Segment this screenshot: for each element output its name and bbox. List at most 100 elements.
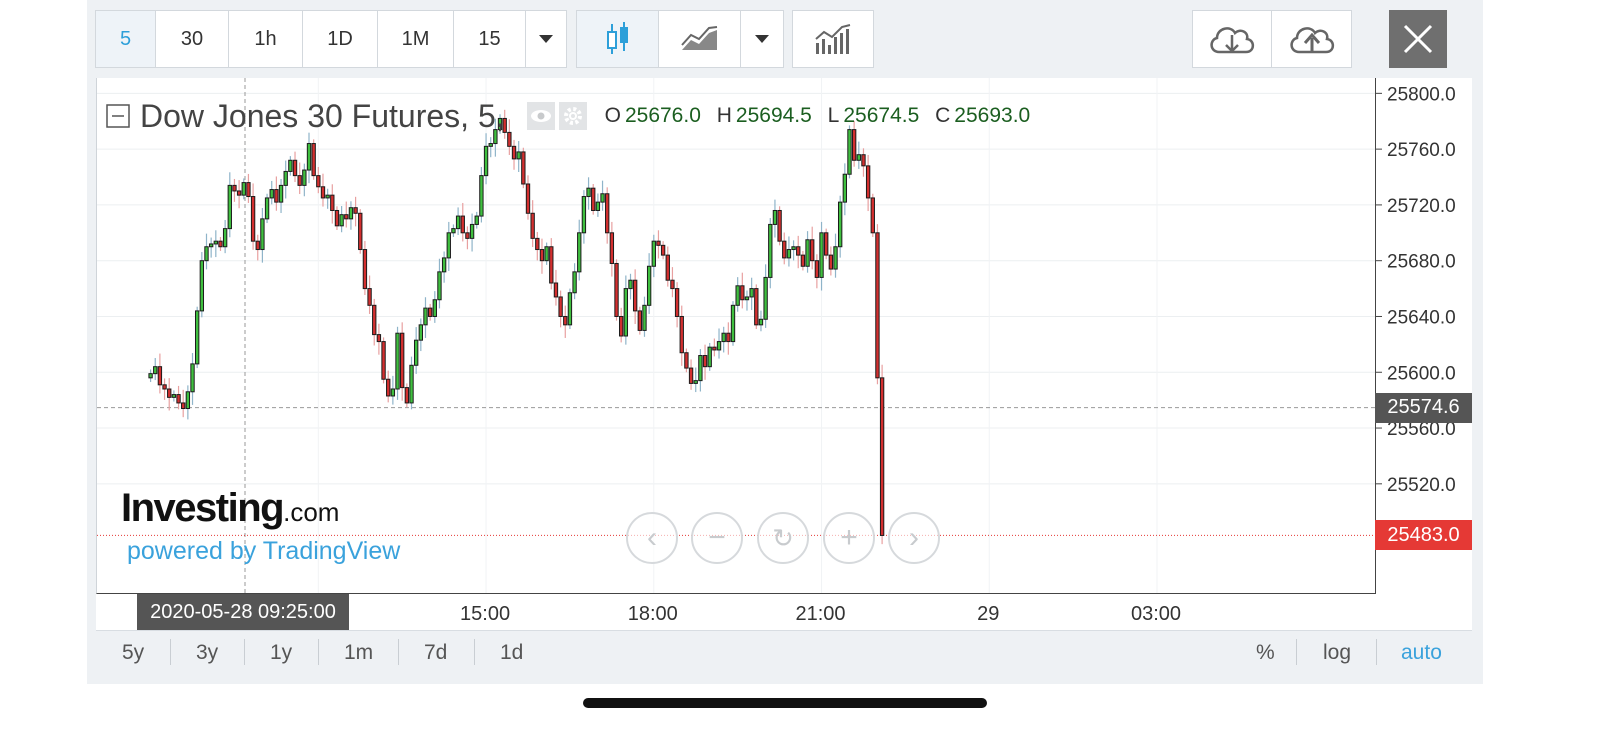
candle-body — [148, 373, 153, 379]
candle — [535, 231, 540, 261]
candle — [810, 226, 815, 270]
candle — [553, 269, 559, 306]
candle — [199, 252, 205, 318]
indicators-button[interactable] — [793, 11, 873, 67]
candle-body — [171, 394, 177, 398]
range-7d-button[interactable]: 7d — [424, 641, 448, 664]
candle-body — [856, 154, 861, 161]
powered-by-tradingview-link[interactable]: powered by TradingView — [127, 537, 401, 565]
candle-body — [530, 212, 535, 239]
candle — [334, 206, 340, 231]
candle-body — [842, 173, 848, 203]
minus-icon: − — [708, 521, 726, 554]
high-value: 25694.5 — [735, 104, 812, 127]
candle-body — [474, 215, 479, 225]
candle — [698, 349, 703, 392]
candle — [763, 264, 768, 328]
candle-body — [674, 288, 680, 317]
log-scale-toggle[interactable]: log — [1323, 641, 1352, 664]
candle-body — [306, 143, 312, 171]
candle-body — [586, 187, 591, 198]
range-1d-button[interactable]: 1d — [500, 641, 524, 664]
candle — [605, 187, 610, 244]
candle-body — [395, 332, 400, 390]
range-1m-button[interactable]: 1m — [344, 641, 374, 664]
candle-body — [754, 288, 759, 326]
interval-5-button[interactable]: 5 — [96, 11, 156, 67]
auto-scale-toggle[interactable]: auto — [1401, 641, 1442, 664]
interval-1d-button[interactable]: 1D — [303, 11, 378, 67]
candle-body — [861, 154, 866, 167]
price-axis[interactable]: 25800.0 25760.0 25720.0 25680.0 25640.0 25600… — [1375, 78, 1472, 594]
candle-body — [740, 285, 745, 301]
range-3y-button[interactable]: 3y — [196, 641, 219, 664]
candle-body — [684, 352, 689, 369]
candle-body — [572, 271, 577, 294]
candle — [861, 148, 866, 177]
candle-body — [707, 346, 712, 368]
range-1y-button[interactable]: 1y — [270, 641, 293, 664]
candle-body — [339, 214, 344, 227]
zoom-in-button[interactable]: + — [823, 512, 875, 564]
candle — [451, 224, 456, 237]
candle — [851, 120, 857, 167]
candle-body — [535, 237, 540, 251]
candles-style-button[interactable] — [577, 11, 659, 67]
visibility-icon[interactable] — [526, 102, 555, 130]
close-label: C — [935, 104, 951, 127]
interval-30-button[interactable]: 30 — [156, 11, 229, 67]
candle-body — [232, 184, 237, 192]
candle-body — [758, 318, 764, 326]
candle — [465, 226, 470, 250]
y-tick-label: 25760.0 — [1387, 140, 1456, 161]
candle-body — [404, 387, 410, 404]
candle — [716, 328, 722, 359]
candle-body — [297, 175, 302, 186]
reset-chart-button[interactable]: ↻ — [757, 512, 809, 564]
save-chart-button[interactable] — [1272, 11, 1351, 67]
divider — [244, 639, 245, 665]
line-style-button[interactable] — [659, 11, 741, 67]
zoom-out-button[interactable]: − — [691, 512, 743, 564]
candle — [786, 236, 792, 267]
logo-suffix-text: .com — [283, 497, 340, 527]
candle-body — [348, 207, 354, 220]
candle — [390, 375, 396, 405]
candle-body — [623, 288, 629, 337]
candle-body — [670, 279, 675, 290]
candle-body — [782, 240, 787, 259]
candle-body — [292, 159, 298, 177]
scroll-right-button[interactable]: › — [888, 512, 940, 564]
y-tick-label: 25520.0 — [1387, 475, 1456, 496]
candle — [162, 378, 167, 400]
chart-plot-area[interactable] — [96, 78, 1375, 594]
close-button[interactable] — [1389, 10, 1447, 68]
candle — [688, 359, 694, 390]
candle-body — [204, 246, 209, 262]
candle-body — [837, 201, 843, 248]
candle-body — [521, 151, 526, 185]
interval-dropdown-button[interactable] — [526, 11, 566, 67]
settings-gear-icon[interactable] — [558, 102, 587, 130]
load-chart-button[interactable] — [1193, 11, 1272, 67]
scroll-left-button[interactable]: ‹ — [626, 512, 678, 564]
range-5y-button[interactable]: 5y — [122, 641, 145, 664]
candle-body — [208, 243, 214, 248]
candle-body — [167, 388, 172, 398]
candle — [246, 173, 251, 203]
interval-15-button[interactable]: 15 — [454, 11, 526, 67]
candle-body — [656, 240, 661, 246]
candlestick-icon — [606, 22, 628, 54]
candle — [423, 297, 428, 338]
collapse-legend-icon[interactable] — [106, 104, 130, 128]
percent-scale-toggle[interactable]: % — [1256, 641, 1275, 664]
chart-style-group — [576, 10, 784, 68]
candle — [372, 298, 377, 346]
interval-1m-button[interactable]: 1M — [378, 11, 454, 67]
candle-body — [330, 194, 335, 211]
cloud-group — [1192, 10, 1352, 68]
interval-1h-button[interactable]: 1h — [229, 11, 303, 67]
style-dropdown-button[interactable] — [741, 11, 783, 67]
candle — [283, 160, 288, 199]
